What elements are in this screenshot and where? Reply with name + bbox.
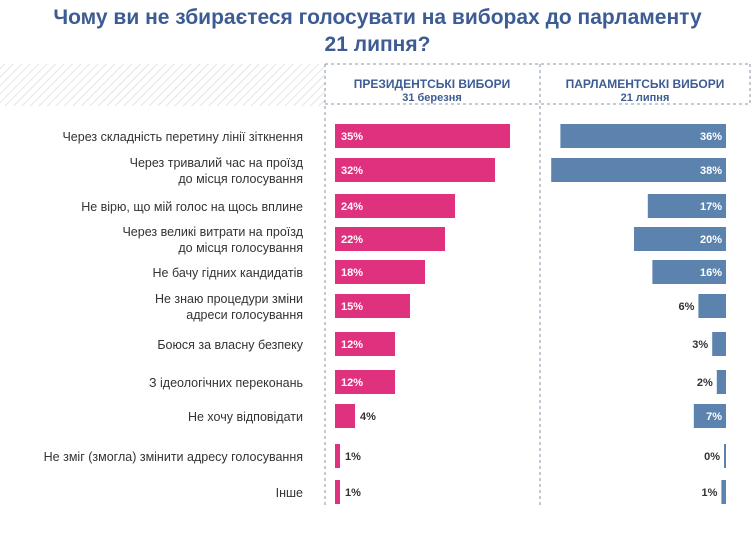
series-header-2: ПАРЛАМЕНТСЬКІ ВИБОРИ	[566, 77, 725, 91]
series-header-1: ПРЕЗИДЕНТСЬКІ ВИБОРИ	[354, 77, 511, 91]
data-label-parliament: 3%	[692, 339, 708, 351]
category-label: Через великі витрати на проїзд	[122, 225, 303, 239]
category-label: Боюся за власну безпеку	[157, 338, 303, 352]
data-label-president: 18%	[341, 267, 363, 279]
chart-title-line-1: Чому ви не збираєтеся голосувати на вибо…	[53, 6, 702, 29]
data-label-president: 4%	[360, 411, 376, 423]
bar-parliament	[634, 227, 726, 251]
category-label: до місця голосування	[178, 241, 303, 255]
data-label-parliament: 1%	[701, 487, 717, 499]
bar-parliament	[712, 332, 726, 356]
header-hatch-decoration	[0, 64, 325, 106]
data-label-parliament: 6%	[678, 301, 694, 313]
series-subheader-1: 31 березня	[402, 92, 462, 104]
category-label: З ідеологічних переконань	[149, 376, 303, 390]
category-label: Не хочу відповідати	[188, 410, 303, 424]
bar-parliament	[724, 444, 726, 468]
data-label-parliament: 20%	[700, 234, 722, 246]
data-label-parliament: 0%	[704, 451, 720, 463]
chart-title-line-2: 21 липня?	[324, 33, 431, 56]
bar-president	[335, 404, 355, 428]
data-label-parliament: 7%	[706, 411, 722, 423]
column-dividers	[324, 63, 751, 505]
bar-president	[335, 480, 340, 504]
data-label-president: 15%	[341, 301, 363, 313]
bar-president	[335, 124, 510, 148]
data-label-president: 1%	[345, 451, 361, 463]
bar-president	[335, 194, 455, 218]
bar-parliament	[716, 370, 726, 394]
category-label: Інше	[276, 486, 303, 500]
data-label-president: 24%	[341, 201, 363, 213]
category-label: до місця голосування	[178, 172, 303, 186]
data-label-president: 12%	[341, 377, 363, 389]
bar-parliament	[551, 158, 726, 182]
category-label: Не вірю, що мій голос на щось вплине	[81, 200, 303, 214]
data-label-parliament: 17%	[700, 201, 722, 213]
bar-president	[335, 294, 410, 318]
bar-president	[335, 444, 340, 468]
category-label: Не знаю процедури зміни	[155, 292, 303, 306]
data-label-parliament: 38%	[700, 165, 722, 177]
bar-president	[335, 332, 395, 356]
bar-parliament	[698, 294, 726, 318]
bar-president	[335, 370, 395, 394]
data-label-president: 12%	[341, 339, 363, 351]
bar-parliament	[693, 404, 726, 428]
bar-president	[335, 260, 425, 284]
category-label: Не бачу гідних кандидатів	[153, 266, 304, 280]
data-label-parliament: 36%	[700, 131, 722, 143]
series-subheader-2: 21 липня	[621, 92, 670, 104]
data-label-parliament: 16%	[700, 267, 722, 279]
bar-parliament	[721, 480, 726, 504]
bar-parliament	[652, 260, 726, 284]
category-label: Не зміг (змогла) змінити адресу голосува…	[44, 450, 303, 464]
category-label: Через тривалий час на проїзд	[130, 156, 304, 170]
bar-parliament	[560, 124, 726, 148]
data-label-president: 1%	[345, 487, 361, 499]
bar-president	[335, 158, 495, 182]
category-label: адреси голосування	[186, 308, 303, 322]
data-label-president: 35%	[341, 131, 363, 143]
bar-parliament	[647, 194, 726, 218]
bar-president	[335, 227, 445, 251]
data-label-president: 22%	[341, 234, 363, 246]
data-label-president: 32%	[341, 165, 363, 177]
data-label-parliament: 2%	[697, 377, 713, 389]
category-label: Через складність перетину лінії зіткненн…	[62, 130, 303, 144]
